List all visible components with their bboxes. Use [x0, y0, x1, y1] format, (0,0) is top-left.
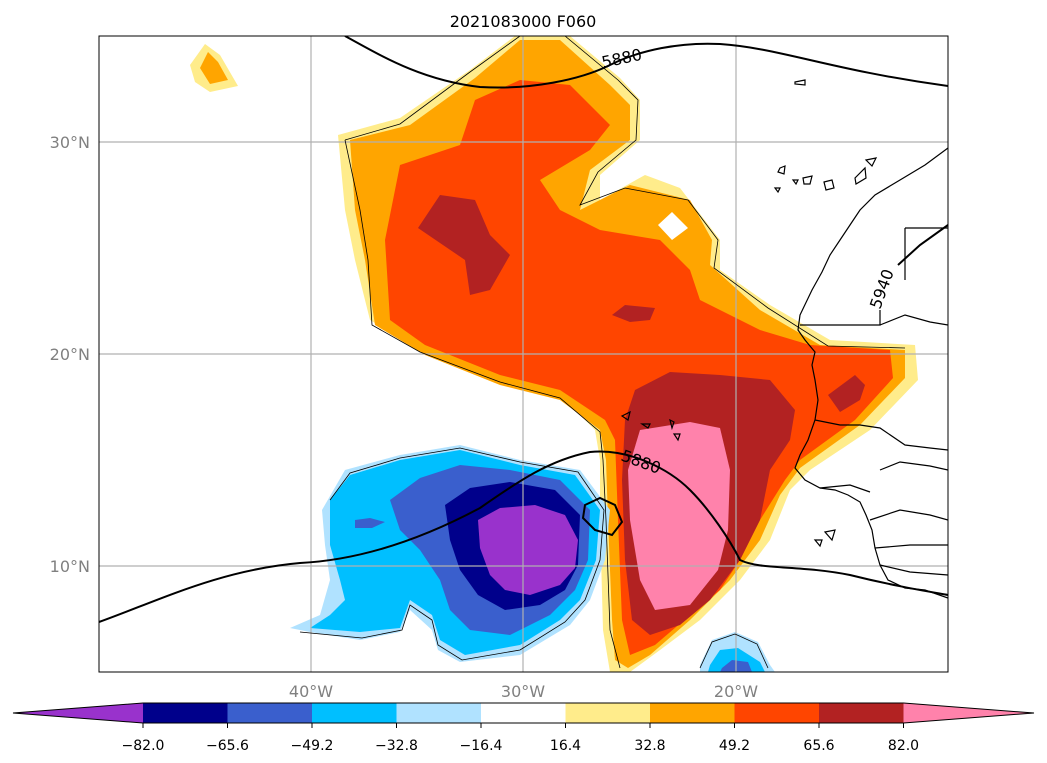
colorbar-segment: [396, 703, 482, 723]
colorbar-tick-label: 82.0: [888, 738, 919, 754]
colorbar-tick-label: −82.0: [122, 738, 165, 754]
colorbar-segment: [565, 703, 651, 723]
hole-white: [658, 212, 688, 240]
colorbar-tick-label: −16.4: [460, 738, 503, 754]
colorbar-extend-max: [903, 703, 1034, 723]
colorbar-tick-label: −49.2: [291, 738, 334, 754]
colorbar-segment: [481, 703, 566, 723]
map-area: 5880 5880 5940: [99, 36, 948, 672]
negative-anomaly-region: [290, 445, 610, 662]
colorbar-segment: [819, 703, 904, 723]
chart-title: 2021083000 F060: [450, 12, 597, 31]
colorbar-tick-label: 65.6: [803, 738, 834, 754]
islands: [620, 79, 878, 548]
colorbar-tick-label: −65.6: [206, 738, 249, 754]
map-frame: [98, 35, 949, 673]
colorbar-tick-label: 49.2: [719, 738, 750, 754]
colorbar-segment: [227, 703, 313, 723]
field-outlines: [299, 36, 906, 669]
colorbar: [12, 702, 1035, 724]
positive-blob-north-core: [200, 52, 228, 84]
lat-tick-20n: 20°N: [50, 345, 90, 364]
colorbar-tick-label: 16.4: [550, 738, 581, 754]
colorbar-ticks: −82.0 −65.6 −49.2 −32.8 −16.4 16.4 32.8 49.2 65.…: [122, 723, 919, 754]
grid-lines: [99, 36, 948, 672]
lon-tick-20w: 20°W: [714, 682, 758, 701]
lat-tick-10n: 10°N: [50, 557, 90, 576]
geopotential-contours: [99, 36, 948, 623]
colorbar-segment: [143, 703, 228, 723]
lon-tick-30w: 30°W: [501, 682, 545, 701]
coastlines: [794, 147, 948, 599]
lat-tick-30n: 30°N: [50, 133, 90, 152]
colorbar-tick-label: 32.8: [634, 738, 665, 754]
colorbar-segment: [650, 703, 735, 723]
colorbar-tick-label: −32.8: [375, 738, 418, 754]
colorbar-extend-min: [13, 703, 143, 723]
colorbar-segment: [734, 703, 820, 723]
colorbar-segment: [312, 703, 397, 723]
lon-tick-40w: 40°W: [289, 682, 333, 701]
